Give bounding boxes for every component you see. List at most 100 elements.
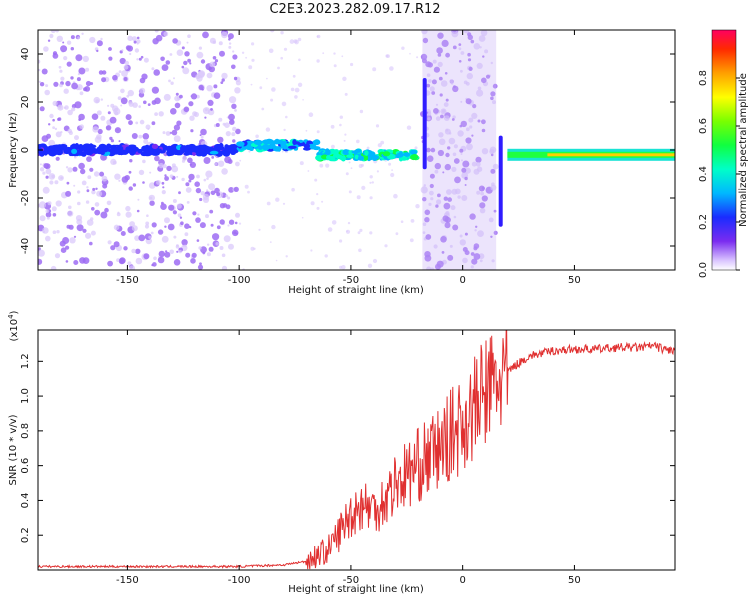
noise-speckle (201, 88, 204, 91)
noise-speckle (56, 35, 63, 42)
noise-speckle (233, 186, 239, 192)
snr-y-tick-label: 1.0 (20, 388, 31, 404)
noise-speckle (331, 144, 335, 149)
noise-speckle (73, 184, 76, 187)
noise-speckle (232, 139, 236, 143)
noise-speckle (118, 70, 122, 73)
snr-y-tick-label: 1.2 (20, 353, 31, 369)
noise-speckle (205, 170, 213, 178)
spectrogram-x-tick-label: -100 (228, 275, 251, 286)
noise-speckle (218, 41, 223, 46)
noise-speckle (128, 120, 133, 126)
noise-speckle (213, 84, 218, 89)
noise-speckle (307, 170, 310, 172)
signal-blob (303, 147, 311, 151)
noise-speckle (192, 111, 198, 117)
noise-speckle (194, 181, 200, 187)
snr-x-ticks: -150 -100 -50 0 50 (116, 330, 581, 586)
noise-speckle (60, 76, 65, 81)
signal-blob (63, 148, 71, 155)
noise-speckle (424, 217, 430, 223)
noise-speckle (268, 48, 274, 54)
noise-speckle (184, 232, 189, 237)
noise-speckle (222, 203, 228, 208)
noise-speckle (350, 167, 353, 170)
noise-speckle (173, 235, 177, 239)
noise-speckle (415, 204, 420, 209)
signal-blob (88, 149, 95, 154)
signal-blob (334, 154, 343, 159)
noise-speckle (55, 200, 62, 207)
noise-speckle (452, 45, 457, 50)
noise-speckle (143, 139, 149, 144)
signal-blob (151, 143, 159, 150)
noise-speckle (65, 245, 70, 250)
noise-speckle (490, 153, 494, 157)
noise-speckle (473, 43, 481, 50)
noise-speckle (175, 92, 179, 96)
noise-speckle (478, 35, 486, 42)
noise-speckle (224, 156, 232, 164)
noise-speckle (162, 186, 165, 189)
noise-speckle (136, 58, 139, 61)
noise-speckle (420, 186, 428, 194)
noise-speckle (214, 162, 218, 166)
noise-speckle (181, 177, 185, 182)
noise-speckle (325, 163, 330, 168)
noise-speckle (430, 147, 436, 153)
noise-speckle (465, 98, 472, 105)
noise-speckle (467, 32, 472, 37)
noise-speckle (136, 36, 140, 40)
noise-speckle (442, 171, 445, 174)
noise-speckle (479, 46, 482, 49)
signal-blob (82, 150, 88, 155)
signal-blob (357, 155, 365, 161)
noise-speckle (173, 135, 181, 143)
noise-speckle (468, 117, 474, 123)
noise-speckle (38, 249, 45, 257)
noise-speckle (251, 58, 255, 62)
noise-speckle (490, 91, 496, 97)
noise-speckle (259, 86, 263, 90)
noise-speckle (339, 123, 342, 127)
noise-speckle (239, 159, 242, 162)
noise-speckle (302, 99, 304, 101)
noise-speckle (169, 174, 174, 178)
noise-speckle (39, 167, 45, 172)
noise-speckle (316, 59, 320, 63)
noise-speckle (183, 60, 188, 66)
noise-speckle (477, 230, 484, 238)
noise-speckle (206, 85, 213, 92)
noise-speckle (39, 82, 45, 87)
noise-speckle (222, 122, 226, 126)
signal-blob (224, 146, 230, 152)
noise-speckle (158, 250, 165, 258)
noise-speckle (321, 200, 324, 203)
noise-speckle (466, 143, 473, 151)
noise-speckle (100, 98, 104, 101)
signal-blob (262, 144, 270, 151)
noise-speckle (218, 117, 223, 122)
noise-speckle (139, 87, 146, 94)
noise-speckle (143, 57, 149, 63)
noise-speckle (77, 73, 80, 76)
noise-speckle (473, 246, 478, 251)
noise-speckle (42, 227, 49, 234)
noise-speckle (461, 195, 468, 201)
noise-speckle (45, 211, 52, 218)
noise-speckle (154, 30, 159, 33)
noise-speckle (333, 52, 336, 55)
noise-band (422, 30, 497, 270)
noise-speckle (182, 155, 187, 161)
signal-blob (209, 150, 219, 155)
noise-speckle (192, 211, 197, 216)
noise-speckle (70, 35, 75, 40)
noise-speckle (443, 196, 448, 201)
noise-speckle (395, 232, 399, 236)
noise-speckle (290, 87, 295, 92)
noise-speckle (202, 31, 209, 39)
noise-speckle (204, 116, 207, 119)
noise-speckle (175, 245, 180, 249)
noise-speckle (476, 190, 481, 195)
noise-speckle (147, 103, 151, 106)
